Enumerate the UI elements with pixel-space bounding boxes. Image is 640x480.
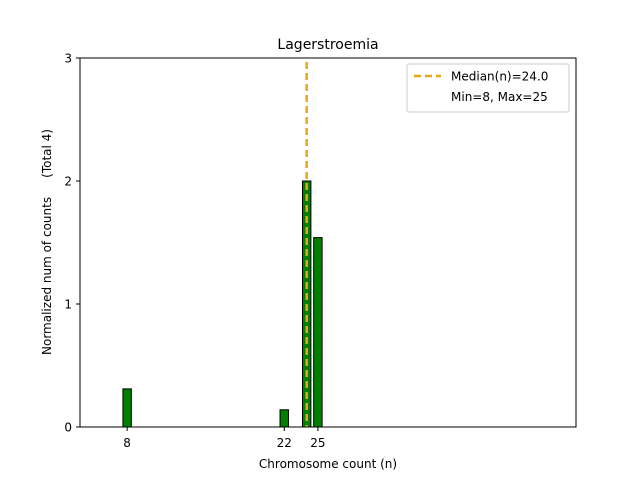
legend-box [406,63,570,113]
plot-area-frame [79,57,577,428]
bars-group [122,180,323,428]
legend-median-label: Median(n)=24.0 [451,70,548,84]
y-tick-label-1: 1 [64,298,72,312]
chart-title: Lagerstroemia [277,37,378,53]
legend: Median(n)=24.0 Min=8, Max=25 [406,63,570,113]
x-tick-label-25: 25 [310,436,325,450]
bar-n-22 [279,409,289,428]
y-tick-label-3: 3 [64,52,72,66]
x-axis-label: Chromosome count (n) [259,457,397,471]
y-tick-label-2: 2 [64,175,72,189]
y-axis: 0 1 2 3 [64,52,80,435]
legend-minmax-label: Min=8, Max=25 [451,90,548,104]
bar-n-25 [313,237,323,428]
x-axis: 8 22 25 [123,427,326,450]
y-axis-label: Normalized num of counts (Total 4) [40,129,54,355]
x-tick-label-8: 8 [123,436,131,450]
bar-n-8 [122,388,132,428]
y-tick-label-0: 0 [64,421,72,435]
x-tick-label-22: 22 [277,436,292,450]
